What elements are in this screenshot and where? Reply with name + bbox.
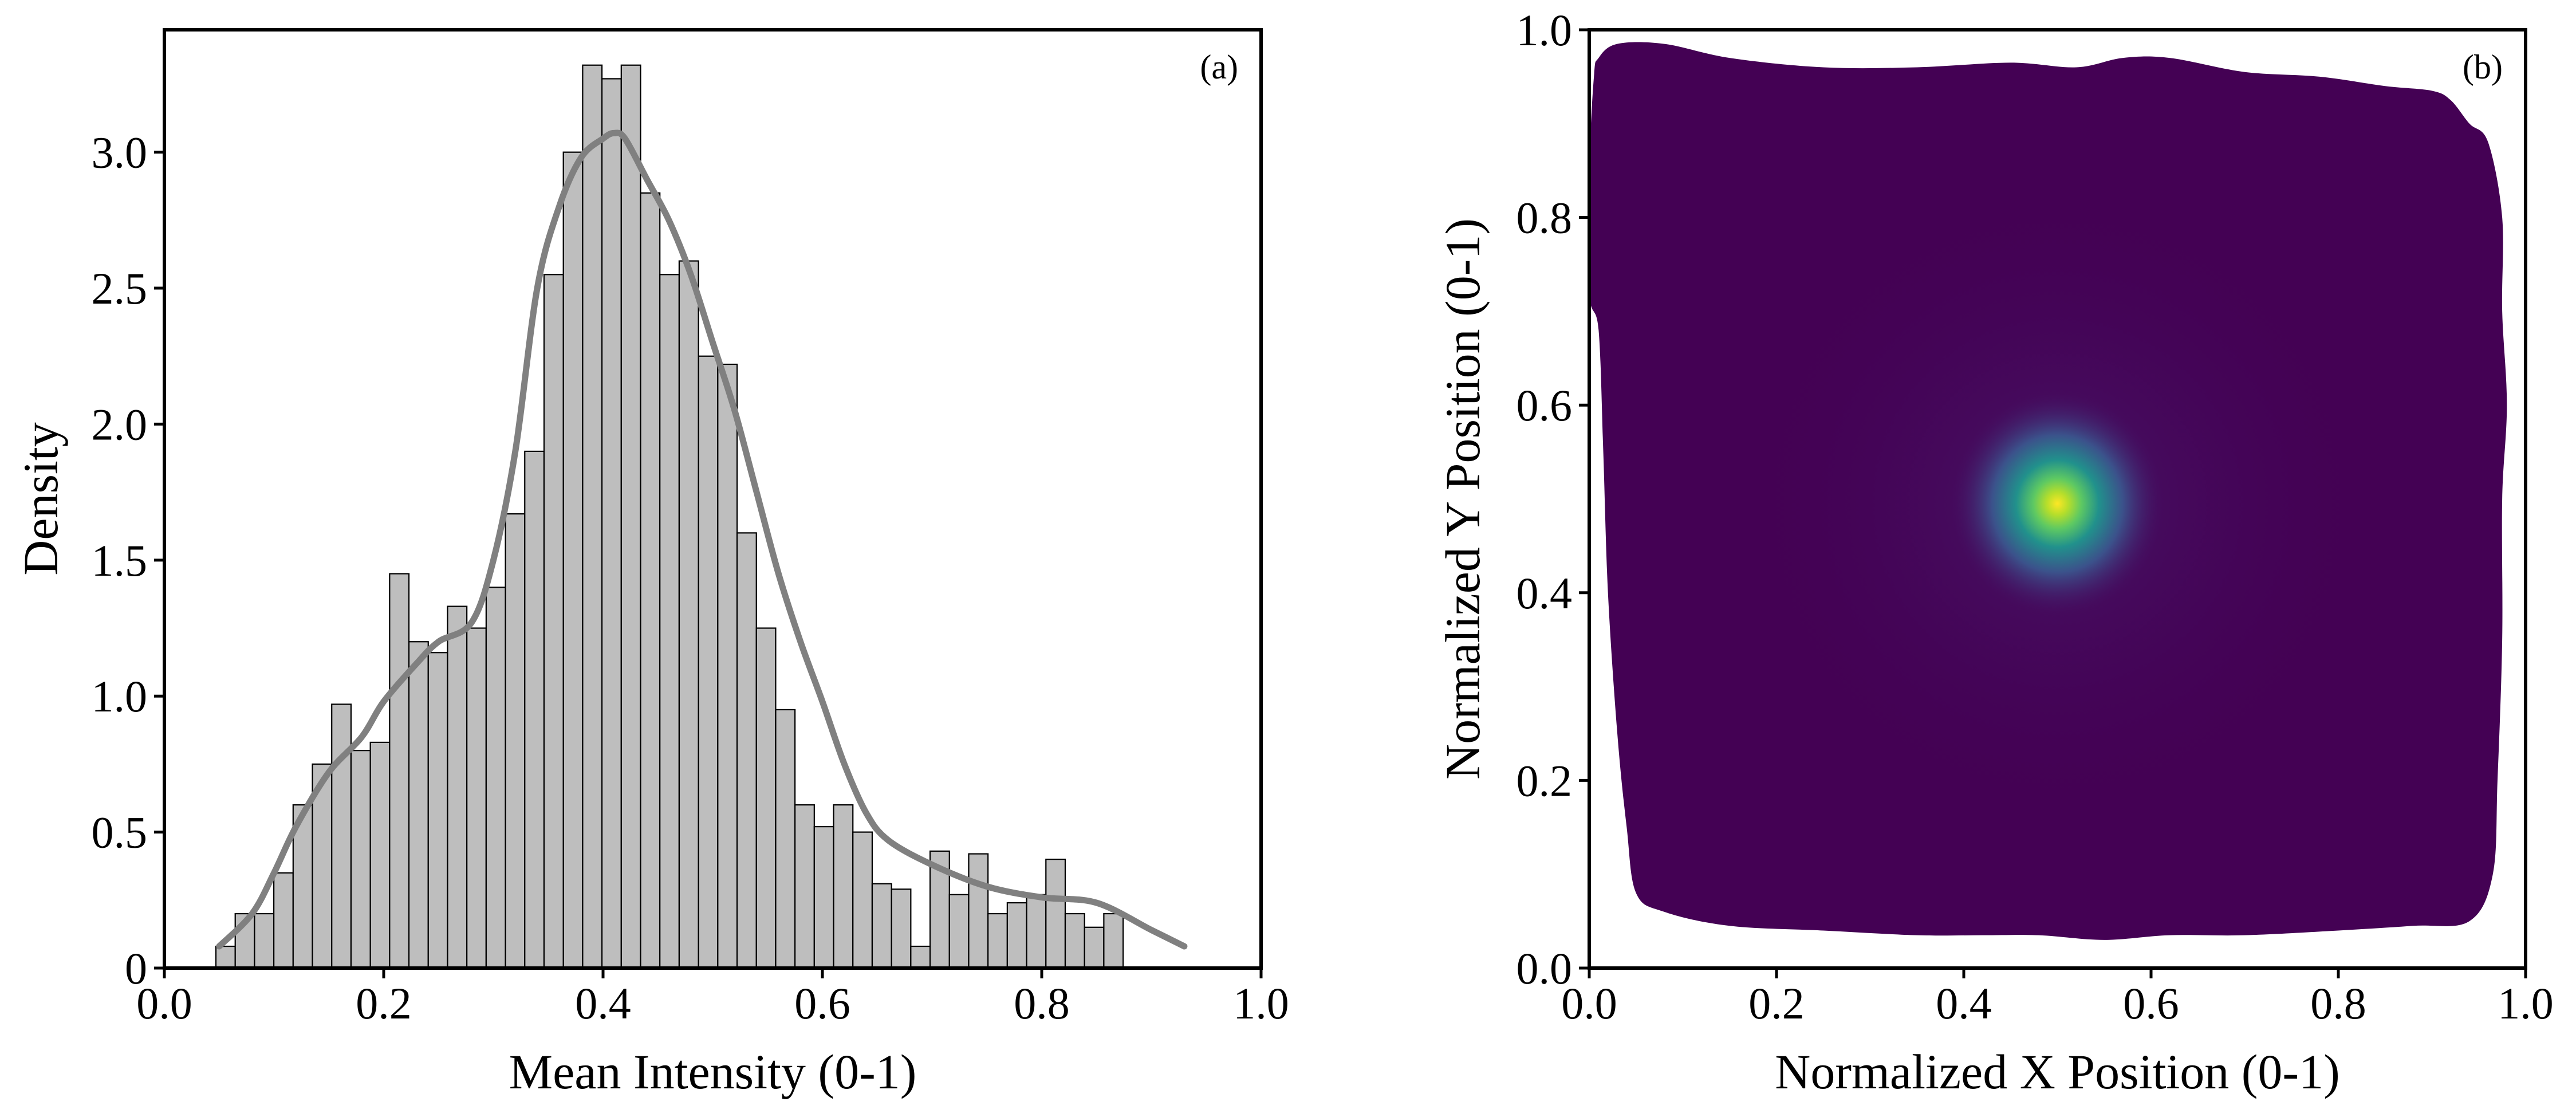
y-axis-title-b: Normalized Y Position (0-1) <box>1435 218 1490 780</box>
histogram-bar <box>910 945 931 969</box>
histogram-bar <box>640 192 661 969</box>
x-tick-label: 0.8 <box>1014 978 1070 1028</box>
kde-curve <box>216 129 1188 950</box>
y-tick-label: 0.8 <box>1517 193 1573 243</box>
histogram-bars <box>215 64 1124 969</box>
x-tick-label: 1.0 <box>1233 978 1289 1028</box>
histogram-bar <box>1045 858 1066 969</box>
histogram-bar <box>466 627 487 969</box>
x-tick-label: 0.4 <box>575 978 631 1028</box>
x-tick-label: 0.2 <box>356 978 412 1028</box>
histogram-bar <box>948 894 970 969</box>
histogram-bar <box>524 450 545 969</box>
x-tick-label: 0.6 <box>2123 978 2179 1028</box>
histogram-bar <box>331 703 352 969</box>
panel-label-a: (a) <box>1200 48 1238 86</box>
y-axis-ticks-a: 0 0.5 1.0 1.5 2.0 2.5 3.0 <box>92 128 164 993</box>
x-axis-title-b: Normalized X Position (0-1) <box>1775 1044 2339 1099</box>
histogram-bar <box>736 532 757 969</box>
x-tick-label: 0.4 <box>1936 978 1992 1028</box>
x-tick-label: 0.0 <box>1561 978 1617 1028</box>
histogram-bar <box>389 573 410 969</box>
x-tick-label: 0.6 <box>794 978 850 1028</box>
histogram-bar <box>215 945 236 969</box>
histogram-bar <box>369 741 391 969</box>
histogram-bar <box>1026 894 1047 969</box>
y-tick-label: 0.6 <box>1517 380 1573 430</box>
y-tick-label: 0 <box>125 943 147 993</box>
histogram-bar <box>350 750 371 969</box>
histogram-bar <box>775 709 796 969</box>
y-tick-label: 0.5 <box>92 808 148 858</box>
plot-frame-a <box>163 28 1263 970</box>
histogram-bar <box>794 804 815 969</box>
x-tick-label: 0.8 <box>2310 978 2366 1028</box>
histogram-bar <box>813 826 834 969</box>
histogram-bar <box>1103 913 1124 969</box>
histogram-bar <box>678 260 699 969</box>
x-axis-ticks-a: 0.0 0.2 0.4 0.6 0.8 1.0 <box>136 968 1289 1028</box>
y-tick-label: 1.0 <box>92 671 148 721</box>
x-tick-label: 0.2 <box>1748 978 1805 1028</box>
x-tick-label: 1.0 <box>2498 978 2554 1028</box>
y-tick-label: 0.0 <box>1517 943 1573 993</box>
histogram-bar <box>485 587 506 969</box>
y-tick-label: 2.0 <box>92 399 148 449</box>
y-tick-label: 1.5 <box>92 536 148 585</box>
histogram-bar <box>543 274 564 969</box>
histogram-bar <box>833 804 854 969</box>
histogram-bar <box>659 274 680 969</box>
histogram-bar <box>582 64 603 969</box>
histogram-bar <box>717 363 738 969</box>
histogram-bar <box>1006 902 1027 969</box>
x-axis-ticks-b: 0.0 0.2 0.4 0.6 0.8 1.0 <box>1561 968 2554 1028</box>
histogram-bar <box>408 641 429 969</box>
histogram-bar <box>852 831 873 969</box>
histogram-bar <box>1064 913 1085 969</box>
y-tick-label: 3.0 <box>92 128 148 178</box>
panel-label-b: (b) <box>2463 48 2503 86</box>
density-panel: 0.0 0.2 0.4 0.6 0.8 1.0 0.0 0.2 0.4 0.6 0.8 1.0 No… <box>1435 5 2554 1099</box>
y-tick-label: 0.4 <box>1517 568 1573 618</box>
y-axis-ticks-b: 0.0 0.2 0.4 0.6 0.8 1.0 <box>1517 5 1589 993</box>
histogram-bar <box>620 64 641 969</box>
density-peak <box>1948 389 2167 619</box>
x-tick-label: 0.0 <box>136 978 192 1028</box>
histogram-bar <box>254 913 275 969</box>
histogram-bar <box>1084 926 1105 969</box>
histogram-bar <box>891 888 912 969</box>
histogram-bar <box>601 78 622 969</box>
histogram-bar <box>987 913 1008 969</box>
histogram-bar <box>427 652 448 969</box>
histogram-bar <box>505 513 526 969</box>
histogram-bar <box>871 883 892 969</box>
plot-frame-b <box>1588 28 2527 970</box>
histogram-bar <box>698 355 719 969</box>
histogram-bar <box>273 872 294 969</box>
histogram-bar <box>755 627 777 969</box>
histogram-bar <box>562 151 584 969</box>
x-axis-title-a: Mean Intensity (0-1) <box>509 1044 917 1099</box>
histogram-bar <box>968 853 989 969</box>
y-tick-label: 1.0 <box>1517 5 1573 55</box>
y-tick-label: 0.2 <box>1517 756 1573 805</box>
histogram-bar <box>447 605 468 969</box>
y-axis-title-a: Density <box>13 422 68 576</box>
y-tick-label: 2.5 <box>92 263 148 313</box>
